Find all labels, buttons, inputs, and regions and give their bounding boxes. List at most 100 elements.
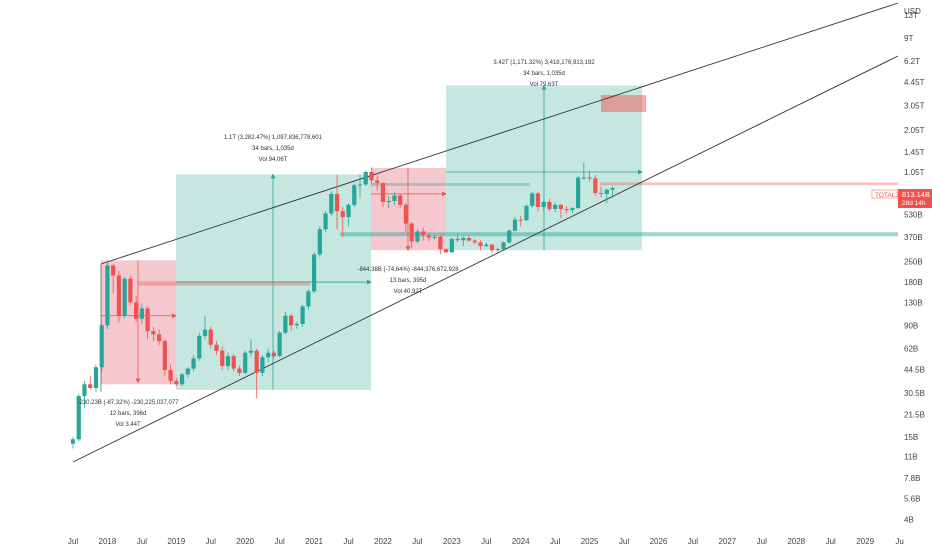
candle-body[interactable]: [128, 278, 133, 303]
candle-body[interactable]: [271, 352, 276, 357]
candle-body[interactable]: [105, 265, 110, 326]
candle-body[interactable]: [145, 308, 150, 332]
candle-body[interactable]: [553, 204, 558, 210]
candle-body[interactable]: [535, 193, 541, 207]
support-band[interactable]: [371, 183, 530, 186]
candle-body[interactable]: [300, 306, 305, 324]
candle-body[interactable]: [340, 211, 345, 218]
candle-body[interactable]: [237, 368, 242, 373]
candle-body[interactable]: [558, 204, 563, 210]
candle-body[interactable]: [82, 384, 87, 397]
candle-body[interactable]: [151, 331, 156, 335]
candle-body[interactable]: [260, 357, 265, 373]
candle-body[interactable]: [369, 172, 374, 181]
candle-body[interactable]: [174, 380, 179, 385]
candle-body[interactable]: [518, 219, 523, 221]
measure-zone-red[interactable]: [371, 167, 446, 251]
candle-body[interactable]: [294, 323, 299, 326]
candle-body[interactable]: [524, 205, 529, 221]
candle-body[interactable]: [139, 308, 144, 319]
candle-body[interactable]: [254, 350, 259, 373]
candle-body[interactable]: [111, 265, 116, 276]
candle-body[interactable]: [461, 237, 466, 241]
candle-body[interactable]: [507, 230, 512, 243]
candle-body[interactable]: [610, 187, 615, 190]
candle-body[interactable]: [70, 439, 76, 444]
candle-body[interactable]: [317, 229, 322, 255]
candle-body[interactable]: [484, 244, 489, 247]
candle-body[interactable]: [225, 356, 231, 366]
candle-body[interactable]: [122, 278, 127, 316]
candle-body[interactable]: [357, 184, 363, 186]
candle-body[interactable]: [202, 329, 208, 336]
candle-body[interactable]: [88, 384, 93, 388]
candle-body[interactable]: [501, 242, 506, 250]
candle-body[interactable]: [449, 238, 454, 253]
lower-trendline[interactable]: [72, 55, 899, 463]
resistance-band[interactable]: [138, 281, 310, 286]
candle-body[interactable]: [311, 254, 317, 292]
candle-body[interactable]: [162, 341, 167, 371]
candle-body[interactable]: [266, 352, 271, 358]
candle-body[interactable]: [197, 335, 202, 359]
candle-body[interactable]: [208, 329, 213, 345]
candle-body[interactable]: [593, 178, 598, 194]
candle-body[interactable]: [403, 204, 409, 224]
candle-body[interactable]: [191, 358, 196, 369]
candle-body[interactable]: [380, 183, 386, 202]
candle-body[interactable]: [564, 209, 569, 211]
time-axis[interactable]: Jul 2018 Jul 2019 Jul 2020 Jul 2021 Jul 2022 Jul 20…: [68, 537, 904, 546]
candle-body[interactable]: [243, 352, 248, 373]
candle-body[interactable]: [547, 201, 552, 210]
candle-body[interactable]: [489, 244, 495, 251]
price-axis[interactable]: 13T 9T 6.2T 4.45T 3.05T 2.05T 1.45T 1.05T 530B 37…: [904, 11, 925, 525]
candle-body[interactable]: [334, 193, 340, 212]
candle-body[interactable]: [472, 240, 477, 243]
candle-body[interactable]: [346, 204, 351, 218]
candle-body[interactable]: [598, 193, 604, 195]
candle-body[interactable]: [116, 275, 122, 316]
candle-body[interactable]: [478, 242, 483, 247]
candle-body[interactable]: [421, 231, 426, 236]
candle-body[interactable]: [604, 189, 609, 194]
candle-body[interactable]: [512, 219, 518, 231]
candle-body[interactable]: [386, 200, 391, 202]
candle-body[interactable]: [541, 201, 546, 207]
candle-body[interactable]: [231, 356, 236, 369]
upper-trendline[interactable]: [100, 2, 899, 265]
candle-body[interactable]: [329, 193, 334, 214]
time-axis-bg[interactable]: [0, 530, 932, 550]
candle-body[interactable]: [570, 207, 575, 211]
candle-body[interactable]: [466, 237, 472, 241]
candle-body[interactable]: [392, 195, 397, 201]
resistance-band[interactable]: [600, 182, 898, 186]
candle-body[interactable]: [352, 185, 357, 205]
candle-body[interactable]: [438, 236, 443, 250]
candle-body[interactable]: [220, 350, 225, 366]
candle-body[interactable]: [455, 238, 460, 241]
candle-body[interactable]: [185, 368, 190, 375]
candle-body[interactable]: [214, 344, 219, 351]
candle-body[interactable]: [426, 235, 431, 238]
target-zone[interactable]: [601, 95, 646, 112]
candle-body[interactable]: [289, 315, 294, 326]
price-axis-bg[interactable]: [898, 0, 932, 530]
candle-body[interactable]: [363, 172, 368, 185]
candle-body[interactable]: [168, 370, 173, 381]
candle-body[interactable]: [99, 325, 104, 368]
candle-body[interactable]: [277, 332, 282, 357]
candle-body[interactable]: [248, 350, 254, 353]
candle-body[interactable]: [587, 177, 592, 179]
candle-body[interactable]: [157, 334, 162, 342]
candle-body[interactable]: [581, 177, 586, 179]
candle-body[interactable]: [530, 193, 535, 206]
candle-body[interactable]: [306, 291, 311, 307]
candle-body[interactable]: [375, 180, 380, 184]
candle-body[interactable]: [415, 231, 420, 242]
candle-body[interactable]: [432, 236, 437, 238]
candle-body[interactable]: [93, 367, 99, 388]
support-band[interactable]: [340, 232, 898, 237]
candle-body[interactable]: [323, 213, 328, 230]
